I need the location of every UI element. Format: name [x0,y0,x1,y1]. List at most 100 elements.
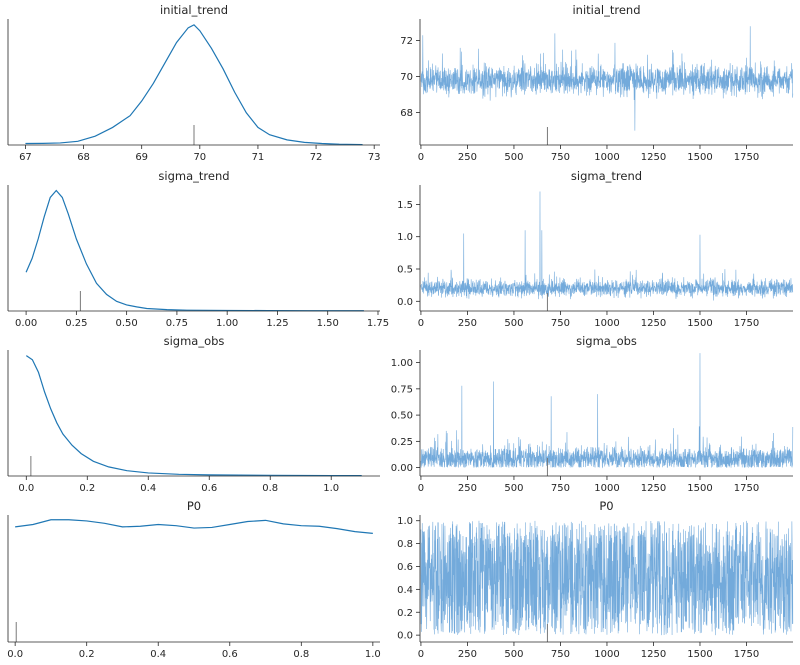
x-tick-label: 1750 [734,152,759,163]
kde-line [15,519,373,534]
x-tick-label: 1250 [641,318,666,329]
x-tick-label: 1000 [594,152,619,163]
x-tick-label: 250 [458,152,477,163]
panel-title: sigma_trend [571,169,642,183]
y-tick-label: 0.8 [397,539,413,550]
x-tick-label: 0.6 [222,649,238,660]
kde-line [25,24,363,146]
y-tick-label: 0.50 [391,411,413,422]
x-tick-label: 1250 [641,483,666,494]
x-tick-label: 0.50 [116,318,138,329]
x-tick-label: 0.2 [79,649,95,660]
panel-8: P0 0 250 500 750 1000 1250 1500 1750 0.0 0.2 0.4 0.6… [397,499,794,660]
x-tick-label: 0.8 [262,483,278,494]
x-tick-label: 250 [458,318,477,329]
y-tick-label: 72 [400,36,413,47]
y-tick-label: 1.00 [391,358,413,369]
x-tick-label: 71 [252,152,265,163]
x-tick-label: 0 [418,318,424,329]
x-tick-label: 1750 [734,649,759,660]
x-tick-label: 1500 [687,483,712,494]
x-tick-label: 0 [418,649,424,660]
x-tick-label: 1.0 [365,649,381,660]
panel-4: sigma_trend 0 250 500 750 1000 1250 1500 1750 0.0… [397,169,794,329]
x-tick-label: 0.0 [7,649,23,660]
x-tick-label: 1.25 [266,318,288,329]
x-tick-label: 1000 [594,649,619,660]
kde-line [25,355,362,477]
x-tick-label: 0.2 [79,483,95,494]
trace-line [420,520,794,636]
x-tick-label: 750 [551,152,570,163]
x-tick-label: 750 [551,649,570,660]
x-tick-label: 1.0 [323,483,339,494]
x-tick-label: 750 [551,483,570,494]
y-tick-label: 0.25 [391,437,413,448]
panel-title: sigma_trend [158,169,229,183]
y-tick-label: 68 [400,108,413,119]
panel-title: initial_trend [160,3,228,17]
panel-3: sigma_trend 0.00 0.25 0.50 0.75 1.00 1.25 1.50 1… [7,169,389,329]
y-tick-label: 0.00 [391,463,413,474]
panel-1: initial_trend 67 68 69 70 71 72 73 [7,3,381,163]
x-tick-label: 500 [504,483,523,494]
x-tick-label: 1.00 [216,318,238,329]
x-tick-label: 0.8 [293,649,309,660]
y-tick-label: 0.0 [397,297,413,308]
x-tick-label: 73 [368,152,381,163]
x-tick-label: 72 [310,152,323,163]
x-tick-label: 1000 [594,318,619,329]
y-tick-label: 0.2 [397,608,413,619]
panel-title: sigma_obs [164,334,225,348]
x-tick-label: 1250 [641,152,666,163]
panel-title: P0 [599,499,613,513]
x-tick-label: 0 [418,152,424,163]
x-tick-label: 0.4 [140,483,156,494]
x-tick-label: 250 [458,649,477,660]
panel-7: P0 0.0 0.2 0.4 0.6 0.8 1.0 [7,499,381,660]
x-tick-label: 0.4 [150,649,166,660]
panel-2: initial_trend 0 250 500 750 1000 1250 1500 1750 6… [400,3,794,163]
x-tick-label: 67 [19,152,32,163]
x-tick-label: 0.0 [18,483,34,494]
trace-line [420,191,794,301]
y-tick-label: 0.5 [397,265,413,276]
x-tick-label: 500 [504,649,523,660]
x-tick-label: 0.25 [65,318,87,329]
trace-line [420,353,794,469]
x-tick-label: 70 [193,152,206,163]
x-tick-label: 1250 [641,649,666,660]
x-tick-label: 500 [504,152,523,163]
x-tick-label: 69 [135,152,148,163]
panel-5: sigma_obs 0.0 0.2 0.4 0.6 0.8 1.0 [7,334,380,494]
x-tick-label: 1000 [594,483,619,494]
x-tick-label: 1500 [687,649,712,660]
x-tick-label: 0.75 [166,318,188,329]
x-tick-label: 750 [551,318,570,329]
y-tick-label: 0.6 [397,562,413,573]
x-tick-label: 1500 [687,318,712,329]
panel-title: initial_trend [572,3,640,17]
panel-title: P0 [187,499,201,513]
y-tick-label: 1.0 [397,516,413,527]
panel-title: sigma_obs [576,334,637,348]
x-tick-label: 0 [418,483,424,494]
x-tick-label: 250 [458,483,477,494]
x-tick-label: 1.50 [317,318,339,329]
x-tick-label: 0.6 [201,483,217,494]
y-tick-label: 0.75 [391,384,413,395]
kde-line [25,189,364,312]
y-tick-label: 0.4 [397,585,413,596]
x-tick-label: 1.75 [367,318,389,329]
panel-6: sigma_obs 0 250 500 750 1000 1250 1500 1750 0.00 0… [391,334,794,494]
x-tick-label: 1750 [734,483,759,494]
y-tick-label: 70 [400,72,413,83]
x-tick-label: 500 [504,318,523,329]
trace-line [420,26,794,131]
y-tick-label: 1.5 [397,200,413,211]
x-tick-label: 1750 [734,318,759,329]
x-tick-label: 68 [77,152,90,163]
x-tick-label: 1500 [687,152,712,163]
y-tick-label: 1.0 [397,232,413,243]
